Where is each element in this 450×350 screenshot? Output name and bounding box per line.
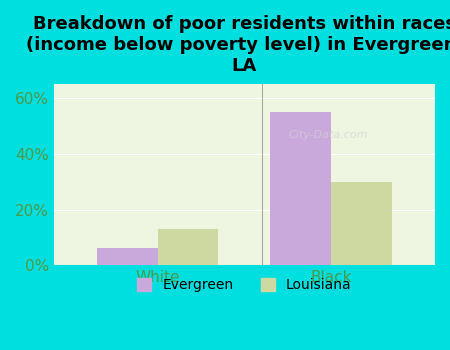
Bar (97, 248, 158, 265)
Bar (158, 229, 218, 265)
Bar (270, 112, 331, 265)
Legend: Evergreen, Louisiana: Evergreen, Louisiana (131, 273, 357, 298)
Title: Breakdown of poor residents within races
(income below poverty level) in Evergre: Breakdown of poor residents within races… (26, 15, 450, 75)
Text: City-Data.com: City-Data.com (288, 130, 368, 140)
Bar (331, 182, 392, 265)
